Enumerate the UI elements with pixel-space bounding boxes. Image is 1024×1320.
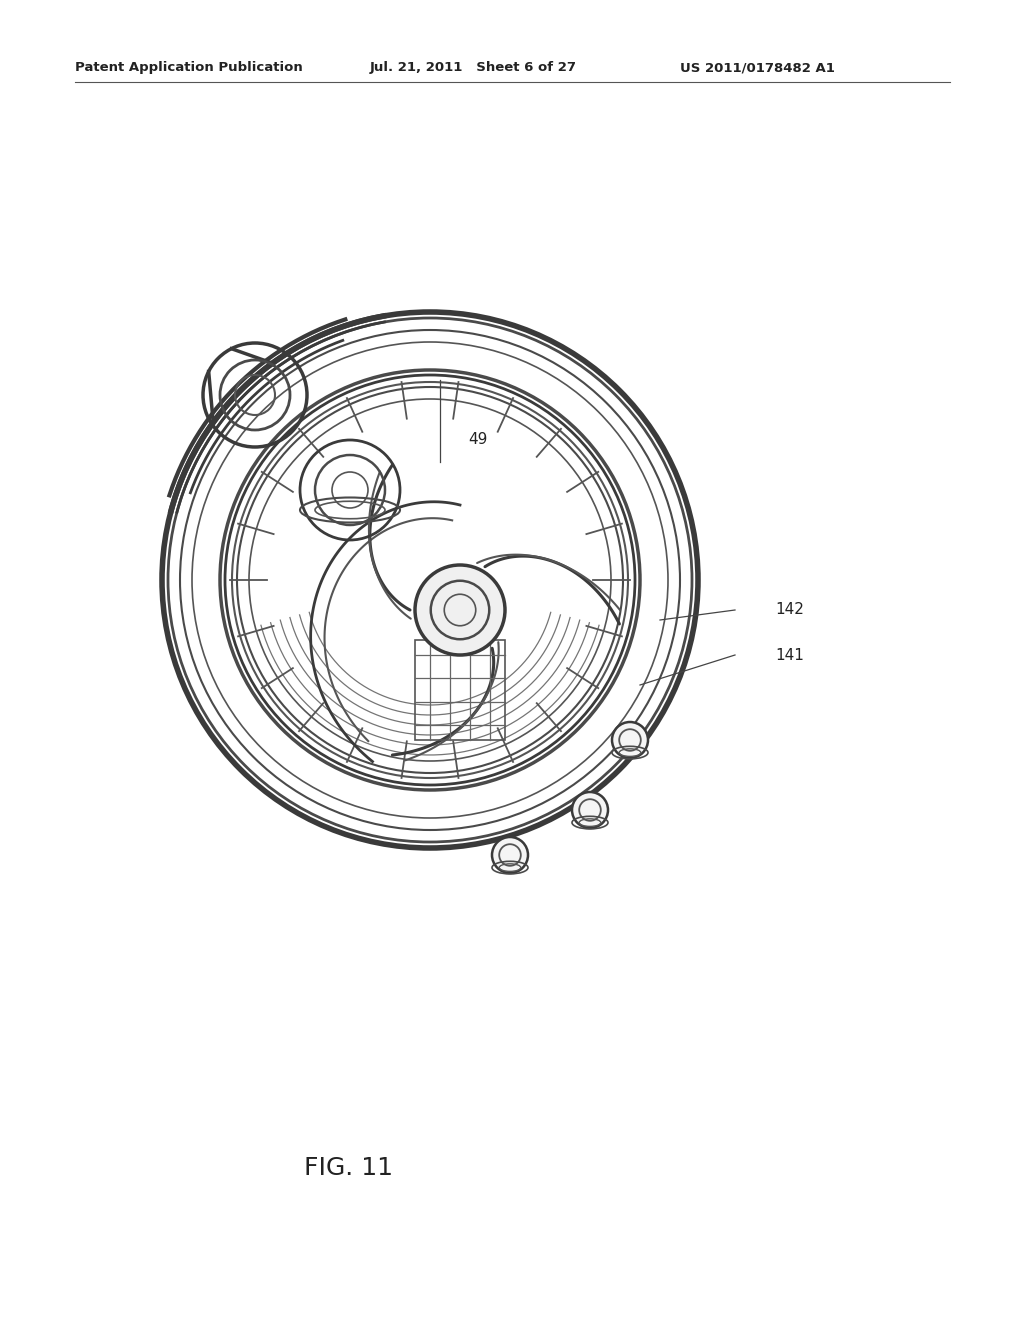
Text: 49: 49 [468, 433, 487, 447]
Circle shape [572, 792, 608, 828]
Circle shape [492, 837, 528, 873]
Text: 142: 142 [775, 602, 804, 618]
Text: Jul. 21, 2011   Sheet 6 of 27: Jul. 21, 2011 Sheet 6 of 27 [370, 62, 577, 74]
Text: US 2011/0178482 A1: US 2011/0178482 A1 [680, 62, 835, 74]
Text: 141: 141 [775, 648, 804, 663]
Text: FIG. 11: FIG. 11 [303, 1156, 392, 1180]
Circle shape [612, 722, 648, 758]
Text: Patent Application Publication: Patent Application Publication [75, 62, 303, 74]
Bar [415, 640, 505, 741]
Circle shape [415, 565, 505, 655]
